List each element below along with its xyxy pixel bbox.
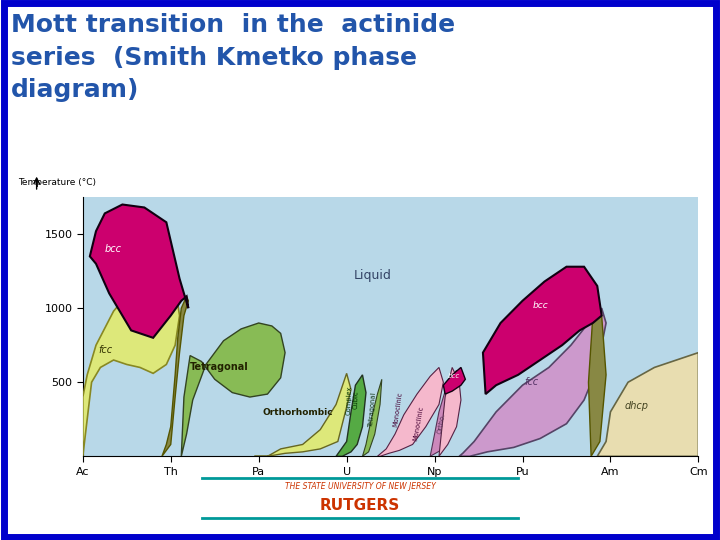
Polygon shape: [90, 205, 189, 338]
Text: Tetragonal: Tetragonal: [369, 391, 377, 427]
Polygon shape: [459, 308, 606, 456]
Text: diagram): diagram): [11, 78, 139, 102]
Text: fcc: fcc: [99, 345, 113, 355]
Text: Liquid: Liquid: [354, 268, 392, 281]
Polygon shape: [430, 370, 459, 456]
Text: fcc: fcc: [524, 377, 539, 387]
Text: Orthorhombic: Orthorhombic: [263, 408, 333, 417]
Text: Monoclinic: Monoclinic: [413, 406, 425, 442]
Text: series  (Smith Kmetko phase: series (Smith Kmetko phase: [11, 46, 417, 70]
Text: RUTGERS: RUTGERS: [320, 498, 400, 514]
Text: Mott transition  in the  actinide: Mott transition in the actinide: [11, 14, 455, 37]
Polygon shape: [336, 375, 366, 456]
Polygon shape: [181, 323, 285, 456]
Text: bcc: bcc: [532, 301, 548, 310]
Polygon shape: [362, 379, 382, 456]
Text: Temperature (°C): Temperature (°C): [18, 178, 96, 187]
Polygon shape: [483, 267, 602, 394]
Text: bcc: bcc: [105, 244, 122, 254]
Text: Monoclinic: Monoclinic: [392, 391, 403, 427]
Polygon shape: [377, 367, 444, 456]
Polygon shape: [439, 367, 461, 456]
Polygon shape: [162, 296, 189, 456]
Text: dhcp: dhcp: [625, 401, 649, 411]
Text: THE STATE UNIVERSITY OF NEW JERSEY: THE STATE UNIVERSITY OF NEW JERSEY: [284, 482, 436, 491]
Text: bcc: bcc: [448, 373, 460, 379]
Polygon shape: [83, 268, 179, 456]
Polygon shape: [588, 315, 606, 456]
Polygon shape: [254, 373, 351, 456]
Polygon shape: [598, 353, 698, 456]
Text: Complex
Cubic: Complex Cubic: [346, 385, 359, 415]
Polygon shape: [444, 367, 465, 394]
Text: Tetragonal: Tetragonal: [190, 362, 248, 373]
Text: Ortho.: Ortho.: [437, 413, 446, 434]
